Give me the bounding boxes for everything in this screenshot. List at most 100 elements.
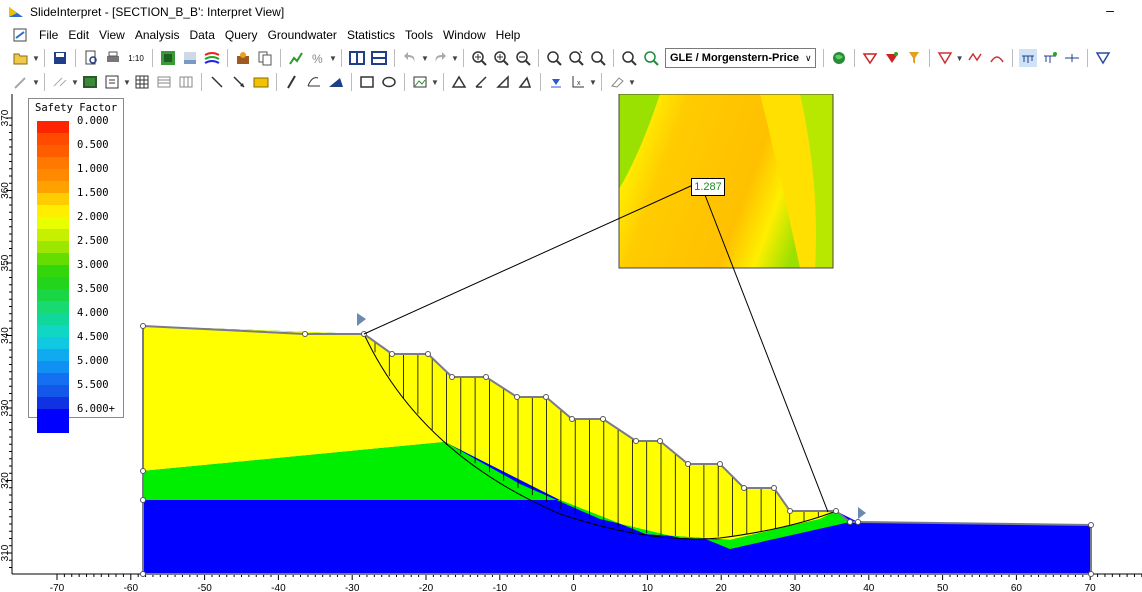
interpret-view-workarea[interactable]: -70 -60 -50 -40 -30 -20 -10 0 10 20 30 40 50 60 70 370…: [0, 94, 1142, 592]
boundary-vertex[interactable]: [657, 438, 663, 444]
boundary-vertex[interactable]: [833, 508, 839, 514]
picture-icon[interactable]: [81, 73, 99, 91]
dimension-dropdown-arrow[interactable]: ▼: [71, 77, 79, 87]
menu-data[interactable]: Data: [189, 28, 215, 42]
zoom-all-icon[interactable]: [470, 49, 488, 67]
percent-dropdown-arrow[interactable]: ▼: [329, 53, 337, 63]
boundary-vertex[interactable]: [771, 485, 777, 491]
angle2-icon[interactable]: [516, 73, 534, 91]
open-file-icon[interactable]: [12, 49, 30, 67]
table-icon[interactable]: [133, 73, 151, 91]
boundary-vertex[interactable]: [1088, 522, 1094, 528]
menu-statistics[interactable]: Statistics: [346, 28, 395, 42]
boundary-vertex[interactable]: [855, 519, 861, 525]
boundary-vertex[interactable]: [483, 374, 489, 380]
menu-file[interactable]: File: [39, 28, 59, 42]
menu-tools[interactable]: Tools: [404, 28, 433, 42]
zoom-scale-icon[interactable]: [642, 49, 660, 67]
polyline-icon[interactable]: [283, 73, 301, 91]
chart-icon[interactable]: [287, 49, 305, 67]
coordinate-icon[interactable]: x: [569, 73, 587, 91]
triangle-icon[interactable]: [450, 73, 468, 91]
slip-surface-icon[interactable]: [861, 49, 879, 67]
zoom-extents-icon[interactable]: [567, 49, 585, 67]
query-dropdown-arrow[interactable]: ▼: [955, 53, 964, 63]
boundary-vertex[interactable]: [514, 394, 520, 400]
arc-icon[interactable]: [305, 73, 323, 91]
image-icon[interactable]: [411, 73, 429, 91]
copy-icon[interactable]: [256, 49, 274, 67]
boundary-vertex[interactable]: [633, 438, 639, 444]
angle-measure-icon[interactable]: [494, 73, 512, 91]
document-menu-icon[interactable]: [12, 27, 28, 43]
left-slope-limit-marker[interactable]: [357, 313, 366, 326]
boundary-vertex[interactable]: [425, 351, 431, 357]
menu-edit[interactable]: Edit: [68, 28, 90, 42]
boundary-vertex[interactable]: [1088, 571, 1094, 577]
water-table-icon[interactable]: [547, 73, 565, 91]
globe-icon[interactable]: [830, 49, 848, 67]
open-dropdown-arrow[interactable]: ▼: [32, 53, 40, 63]
print-preview-icon[interactable]: [82, 49, 100, 67]
coordinate-dropdown-arrow[interactable]: ▼: [589, 77, 597, 87]
zoom-out-icon[interactable]: [514, 49, 532, 67]
save-icon[interactable]: [51, 49, 69, 67]
minimum-fs-label[interactable]: 1.287: [691, 178, 725, 196]
filled-contour-icon[interactable]: [181, 49, 199, 67]
boundary-vertex[interactable]: [140, 571, 146, 577]
print-icon[interactable]: [104, 49, 122, 67]
safety-factor-legend[interactable]: Safety Factor 0.000 0.500 1.000 1.500 2.000 2…: [28, 98, 124, 433]
boundary-vertex[interactable]: [787, 508, 793, 514]
minimize-button[interactable]: –: [1106, 2, 1114, 18]
filter-surfaces-icon[interactable]: [905, 49, 923, 67]
text-box-icon[interactable]: [103, 73, 121, 91]
boundary-vertex[interactable]: [600, 416, 606, 422]
boundary-vertex[interactable]: [741, 485, 747, 491]
polygon-fill-icon[interactable]: [327, 73, 345, 91]
zoom-previous-icon[interactable]: [589, 49, 607, 67]
undo-dropdown-arrow[interactable]: ▼: [421, 53, 429, 63]
menu-help[interactable]: Help: [495, 28, 521, 42]
zoom-slope-icon[interactable]: [620, 49, 638, 67]
boundary-vertex[interactable]: [449, 374, 455, 380]
menu-view[interactable]: View: [99, 28, 125, 42]
line-query-icon[interactable]: [988, 49, 1006, 67]
slice-forces-icon[interactable]: [1041, 49, 1059, 67]
line-icon[interactable]: [208, 73, 226, 91]
rectangle-icon[interactable]: [358, 73, 376, 91]
contour-icon[interactable]: [159, 49, 177, 67]
arrow-icon[interactable]: [230, 73, 248, 91]
dimension-icon[interactable]: [51, 73, 69, 91]
ruler-icon[interactable]: [252, 73, 270, 91]
right-slope-limit-marker[interactable]: [858, 507, 866, 519]
boundary-vertex[interactable]: [717, 461, 723, 467]
menu-window[interactable]: Window: [442, 28, 486, 42]
redo-icon[interactable]: [431, 49, 449, 67]
boundary-vertex[interactable]: [140, 497, 146, 503]
boundary-vertex[interactable]: [847, 519, 853, 525]
boundary-vertex[interactable]: [140, 468, 146, 474]
analysis-method-select[interactable]: GLE / Morgenstern-Price ∨: [665, 48, 816, 68]
percent-icon[interactable]: %: [309, 49, 327, 67]
tile-vertical-icon[interactable]: [348, 49, 366, 67]
boundary-vertex[interactable]: [389, 351, 395, 357]
slope-model-plot[interactable]: -70 -60 -50 -40 -30 -20 -10 0 10 20 30 40 50 60 70 370…: [0, 94, 1142, 592]
text-box-dropdown-arrow[interactable]: ▼: [123, 77, 131, 87]
boundary-vertex[interactable]: [543, 394, 549, 400]
undo-icon[interactable]: [401, 49, 419, 67]
show-slices-icon[interactable]: [1018, 49, 1037, 67]
redo-dropdown-arrow[interactable]: ▼: [451, 53, 459, 63]
minimum-surface-icon[interactable]: [883, 49, 901, 67]
eraser-dropdown-arrow[interactable]: ▼: [628, 77, 636, 87]
table2-icon[interactable]: [155, 73, 173, 91]
ellipse-icon[interactable]: [380, 73, 398, 91]
boundary-vertex[interactable]: [302, 331, 308, 337]
pen-dropdown-arrow[interactable]: ▼: [32, 77, 40, 87]
angle-icon[interactable]: [472, 73, 490, 91]
boundary-vertex[interactable]: [140, 323, 146, 329]
slice-data-icon[interactable]: [966, 49, 984, 67]
zoom-window-icon[interactable]: [545, 49, 563, 67]
materials-icon[interactable]: [234, 49, 252, 67]
image-dropdown-arrow[interactable]: ▼: [431, 77, 439, 87]
boundary-vertex[interactable]: [569, 416, 575, 422]
